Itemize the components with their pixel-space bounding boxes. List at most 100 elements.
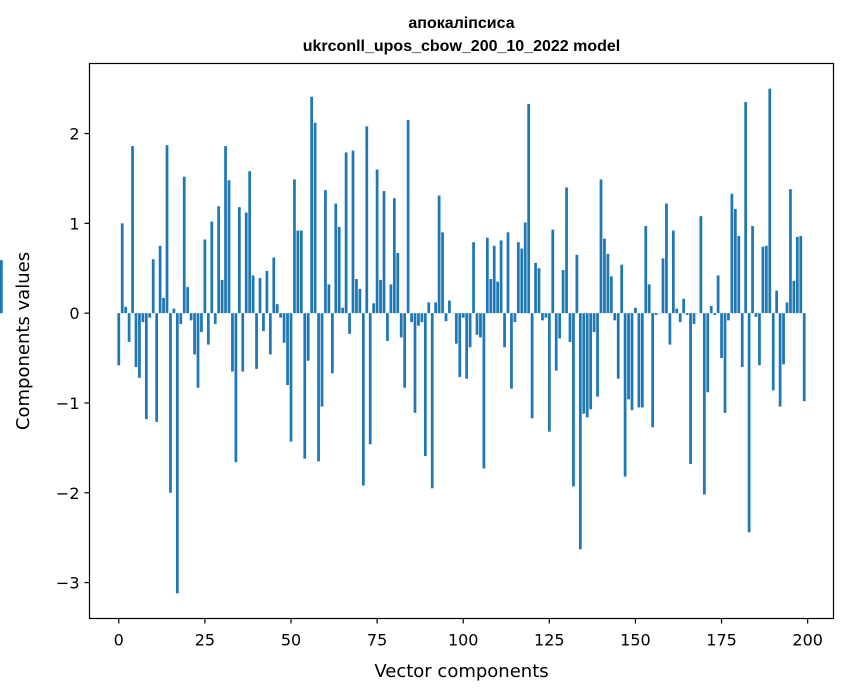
bar-126 bbox=[551, 229, 555, 314]
bars-group bbox=[0, 88, 806, 594]
bar-79 bbox=[389, 284, 393, 314]
bar-140 bbox=[599, 179, 603, 314]
bar-172 bbox=[709, 305, 713, 314]
bar-59 bbox=[320, 313, 324, 407]
bar-58 bbox=[317, 313, 320, 462]
bar-1 bbox=[120, 223, 124, 314]
bar-115 bbox=[513, 313, 517, 323]
bar-43 bbox=[265, 270, 269, 314]
bar-106 bbox=[482, 313, 486, 469]
bar-142 bbox=[606, 253, 610, 314]
bar-194 bbox=[785, 302, 789, 314]
bar-124 bbox=[544, 313, 548, 318]
bar-7 bbox=[141, 313, 145, 323]
bar-83 bbox=[403, 313, 407, 388]
bar-199 bbox=[802, 313, 806, 402]
bar-129 bbox=[561, 270, 565, 314]
bar-151 bbox=[637, 313, 641, 408]
bar-127 bbox=[554, 313, 558, 371]
bar-73 bbox=[368, 313, 372, 445]
bar-35 bbox=[237, 207, 241, 314]
bar-31 bbox=[224, 146, 227, 314]
bar-92 bbox=[434, 302, 438, 314]
bar-69 bbox=[355, 279, 358, 314]
bar-167 bbox=[692, 313, 696, 324]
bar-34 bbox=[234, 313, 238, 463]
bar-109 bbox=[492, 245, 496, 314]
x-axis-ticks: 0 25 50 75 100 125 150 175 200 bbox=[114, 618, 823, 650]
bar-5 bbox=[134, 313, 138, 368]
bar-86 bbox=[413, 313, 417, 413]
bar-18 bbox=[179, 313, 183, 324]
bar-50 bbox=[289, 313, 293, 442]
bar-52 bbox=[296, 230, 300, 314]
bar-143 bbox=[609, 276, 613, 314]
x-tick-label: 150 bbox=[620, 631, 651, 650]
bar-22 bbox=[193, 313, 196, 355]
bar-75 bbox=[375, 169, 379, 314]
x-axis-label: Vector components bbox=[374, 661, 548, 682]
bar-19 bbox=[182, 176, 186, 314]
bar-160 bbox=[668, 313, 672, 345]
y-tick-label: −3 bbox=[56, 574, 80, 593]
bar-119 bbox=[527, 103, 531, 314]
bar-179 bbox=[733, 208, 737, 314]
bar-133 bbox=[575, 254, 579, 314]
bar-188 bbox=[764, 245, 768, 314]
bar-170 bbox=[702, 313, 706, 495]
bar-72 bbox=[365, 126, 369, 314]
bar-40 bbox=[255, 313, 258, 369]
bar-134 bbox=[578, 313, 582, 550]
bar-101 bbox=[465, 313, 469, 379]
bar-138 bbox=[592, 313, 596, 333]
bar-147 bbox=[623, 313, 627, 477]
x-tick-label: 25 bbox=[195, 631, 215, 650]
x-tick-label: 200 bbox=[792, 631, 823, 650]
bar-128 bbox=[558, 313, 562, 339]
bar-71 bbox=[361, 313, 365, 486]
bar-57 bbox=[313, 122, 317, 314]
bar-39 bbox=[251, 275, 255, 314]
bar-196 bbox=[792, 280, 796, 314]
bar-156 bbox=[654, 313, 658, 315]
bar-95 bbox=[444, 313, 448, 322]
bar-38 bbox=[248, 171, 252, 314]
bar-87 bbox=[417, 313, 420, 326]
bar-165 bbox=[685, 313, 689, 315]
y-tick-label: 0 bbox=[69, 304, 79, 323]
bar-6 bbox=[138, 313, 141, 378]
bar-98 bbox=[454, 313, 458, 344]
bar-141 bbox=[603, 238, 606, 314]
x-tick-label: 175 bbox=[706, 631, 737, 650]
bar-15 bbox=[169, 313, 172, 493]
bar-197 bbox=[795, 236, 799, 314]
bar-74 bbox=[372, 303, 376, 314]
bar-189 bbox=[768, 88, 772, 314]
bar-56 bbox=[310, 96, 314, 314]
bar-89 bbox=[423, 313, 427, 456]
bar-146 bbox=[620, 264, 624, 314]
bar-12 bbox=[158, 245, 162, 314]
bar-undefined bbox=[0, 260, 3, 314]
bar-42 bbox=[262, 313, 265, 332]
bar-60 bbox=[324, 190, 327, 314]
bar-159 bbox=[665, 203, 668, 314]
bar-26 bbox=[206, 313, 210, 345]
bar-121 bbox=[534, 262, 537, 314]
bar-93 bbox=[437, 195, 441, 314]
bar-174 bbox=[716, 275, 720, 314]
bar-155 bbox=[651, 313, 655, 428]
bar-153 bbox=[644, 226, 648, 314]
bar-150 bbox=[634, 307, 637, 314]
bar-8 bbox=[144, 313, 148, 420]
bar-130 bbox=[565, 187, 568, 314]
bar-100 bbox=[461, 313, 465, 318]
bar-14 bbox=[165, 145, 169, 314]
bar-0 bbox=[117, 313, 121, 366]
bar-85 bbox=[410, 313, 413, 323]
bar-183 bbox=[747, 313, 751, 533]
bar-131 bbox=[568, 313, 572, 342]
bar-191 bbox=[775, 290, 779, 314]
x-tick-label: 50 bbox=[281, 631, 301, 650]
